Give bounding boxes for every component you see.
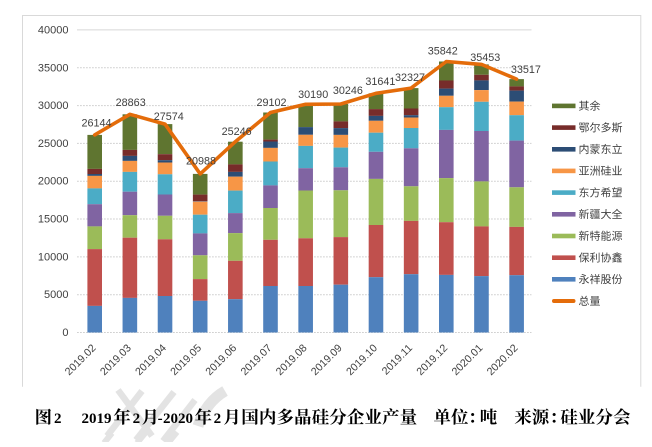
- svg-text:27574: 27574: [154, 111, 184, 123]
- svg-text:15000: 15000: [38, 214, 69, 226]
- svg-text:35453: 35453: [470, 52, 500, 64]
- svg-text:0: 0: [62, 327, 68, 339]
- svg-text:31641: 31641: [365, 76, 395, 88]
- svg-text:30190: 30190: [298, 89, 328, 101]
- svg-text:33517: 33517: [511, 64, 541, 76]
- svg-text:35000: 35000: [38, 62, 69, 74]
- svg-text:20988: 20988: [186, 155, 216, 167]
- svg-text:28863: 28863: [116, 97, 146, 109]
- svg-text:20000: 20000: [38, 176, 69, 188]
- svg-text:10000: 10000: [38, 251, 69, 263]
- svg-text:35842: 35842: [428, 46, 458, 58]
- svg-text:25246: 25246: [222, 126, 252, 138]
- svg-text:30246: 30246: [333, 85, 363, 97]
- svg-text:2: 2: [133, 411, 141, 427]
- svg-text:26144: 26144: [81, 118, 111, 130]
- svg-text:-: -: [158, 411, 163, 427]
- svg-text:2019: 2019: [82, 411, 112, 427]
- svg-text:40000: 40000: [38, 24, 69, 36]
- svg-text:30000: 30000: [38, 100, 69, 112]
- svg-text:29102: 29102: [256, 97, 286, 109]
- svg-text:2020: 2020: [163, 411, 193, 427]
- svg-text:2: 2: [214, 411, 222, 427]
- svg-text:2: 2: [54, 411, 62, 427]
- svg-text:25000: 25000: [38, 138, 69, 150]
- svg-text:32327: 32327: [395, 72, 425, 84]
- svg-text:5000: 5000: [44, 289, 68, 301]
